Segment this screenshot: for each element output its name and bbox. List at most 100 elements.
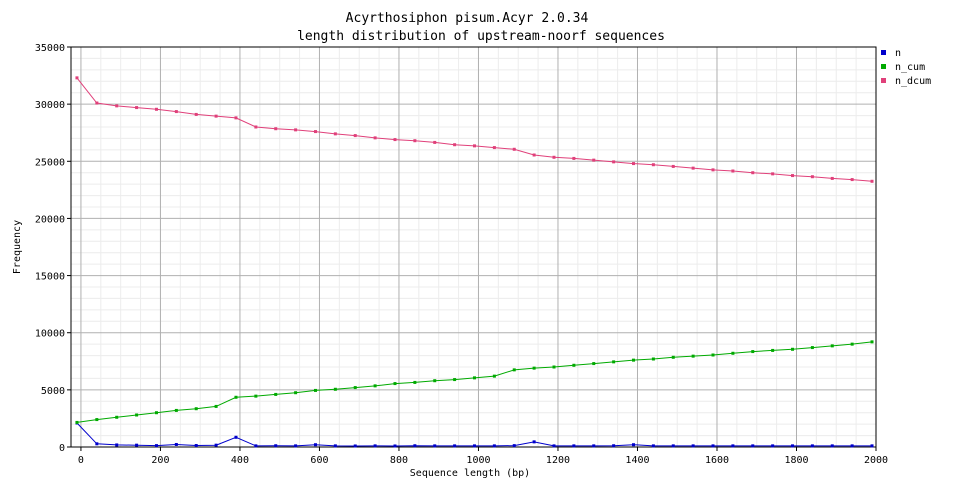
data-point-n [373, 444, 377, 448]
series-group [75, 76, 874, 448]
data-point-n [771, 444, 775, 448]
data-point-n_dcum [870, 179, 874, 183]
data-point-n [532, 440, 536, 444]
x-axis-ticks: 0 200 400 600 800 1000 1200 1400 1600 1800 2000 [78, 447, 888, 466]
data-point-n_dcum [830, 176, 834, 180]
data-point-n_dcum [194, 112, 198, 116]
data-point-n_cum [174, 408, 178, 412]
data-point-n [492, 444, 496, 448]
data-point-n_dcum [691, 166, 695, 170]
data-point-n_cum [572, 363, 576, 367]
series-n [75, 421, 874, 448]
data-point-n_cum [393, 382, 397, 386]
data-point-n_dcum [472, 144, 476, 148]
data-point-n [691, 444, 695, 448]
data-point-n_cum [751, 350, 755, 354]
data-point-n [651, 444, 655, 448]
legend-marker-n_dcum [881, 78, 886, 83]
chart-title: Acyrthosiphon pisum.Acyr 2.0.34 [346, 11, 589, 26]
data-point-n_dcum [75, 76, 79, 80]
data-point-n_cum [254, 394, 258, 398]
data-point-n_cum [532, 366, 536, 370]
data-point-n_cum [731, 351, 735, 355]
y-tick-label: 10000 [35, 329, 65, 340]
data-point-n_dcum [115, 104, 119, 108]
legend-marker-n_cum [881, 64, 886, 69]
data-point-n_cum [373, 384, 377, 388]
data-point-n [95, 442, 99, 446]
data-point-n_cum [333, 387, 337, 391]
data-point-n_cum [433, 379, 437, 383]
data-point-n [612, 444, 616, 448]
x-tick-label: 200 [151, 455, 169, 466]
legend-label-n_dcum: n_dcum [895, 76, 931, 87]
data-point-n_dcum [373, 136, 377, 140]
data-point-n_cum [294, 391, 298, 395]
data-point-n [274, 444, 278, 448]
data-point-n_cum [194, 407, 198, 411]
data-point-n [632, 443, 636, 447]
legend-marker-n [881, 50, 886, 55]
data-point-n_dcum [651, 163, 655, 167]
data-point-n [135, 443, 139, 447]
x-tick-label: 2000 [864, 455, 888, 466]
y-tick-label: 35000 [35, 43, 65, 54]
data-point-n [751, 444, 755, 448]
plot-area [71, 47, 876, 447]
x-tick-label: 800 [390, 455, 408, 466]
y-tick-label: 0 [59, 443, 65, 454]
x-tick-label: 600 [310, 455, 328, 466]
data-point-n [592, 444, 596, 448]
y-axis-label: Frequency [12, 220, 23, 274]
data-point-n_dcum [810, 175, 814, 179]
gridlines [71, 46, 877, 448]
data-point-n_dcum [393, 138, 397, 142]
data-point-n_cum [472, 376, 476, 380]
data-point-n_cum [75, 420, 79, 424]
data-point-n [810, 444, 814, 448]
data-point-n [254, 444, 258, 448]
data-point-n_cum [771, 348, 775, 352]
data-point-n [791, 444, 795, 448]
data-point-n_cum [274, 392, 278, 396]
y-tick-label: 5000 [41, 386, 65, 397]
series-n_dcum [75, 76, 874, 183]
data-point-n_cum [95, 418, 99, 422]
data-point-n_cum [512, 368, 516, 372]
data-point-n [472, 444, 476, 448]
y-axis-ticks: 0 5000 10000 15000 20000 25000 30000 35000 [35, 43, 71, 454]
data-point-n_dcum [492, 146, 496, 150]
data-point-n_dcum [353, 134, 357, 138]
data-point-n [194, 444, 198, 448]
data-point-n_cum [313, 388, 317, 392]
data-point-n_dcum [532, 153, 536, 157]
data-point-n_dcum [313, 130, 317, 134]
data-point-n [433, 444, 437, 448]
x-tick-label: 1600 [705, 455, 729, 466]
data-point-n_cum [691, 354, 695, 358]
x-tick-label: 1200 [546, 455, 570, 466]
data-point-n_dcum [135, 106, 139, 110]
data-point-n_dcum [433, 140, 437, 144]
data-point-n_cum [632, 358, 636, 362]
data-point-n_cum [850, 342, 854, 346]
data-point-n [671, 444, 675, 448]
data-point-n_cum [791, 347, 795, 351]
data-point-n_dcum [512, 147, 516, 151]
data-point-n [413, 444, 417, 448]
data-point-n_dcum [234, 116, 238, 120]
data-point-n_dcum [413, 139, 417, 143]
x-tick-label: 0 [78, 455, 84, 466]
data-point-n_dcum [572, 156, 576, 160]
x-tick-label: 1400 [625, 455, 649, 466]
data-point-n_dcum [154, 107, 158, 111]
data-point-n_cum [115, 415, 119, 419]
y-tick-label: 15000 [35, 272, 65, 283]
data-point-n [313, 443, 317, 447]
data-point-n_dcum [731, 169, 735, 173]
data-point-n_cum [353, 386, 357, 390]
data-point-n_cum [870, 340, 874, 344]
data-point-n_dcum [274, 127, 278, 131]
data-point-n_cum [234, 395, 238, 399]
data-point-n_cum [492, 374, 496, 378]
